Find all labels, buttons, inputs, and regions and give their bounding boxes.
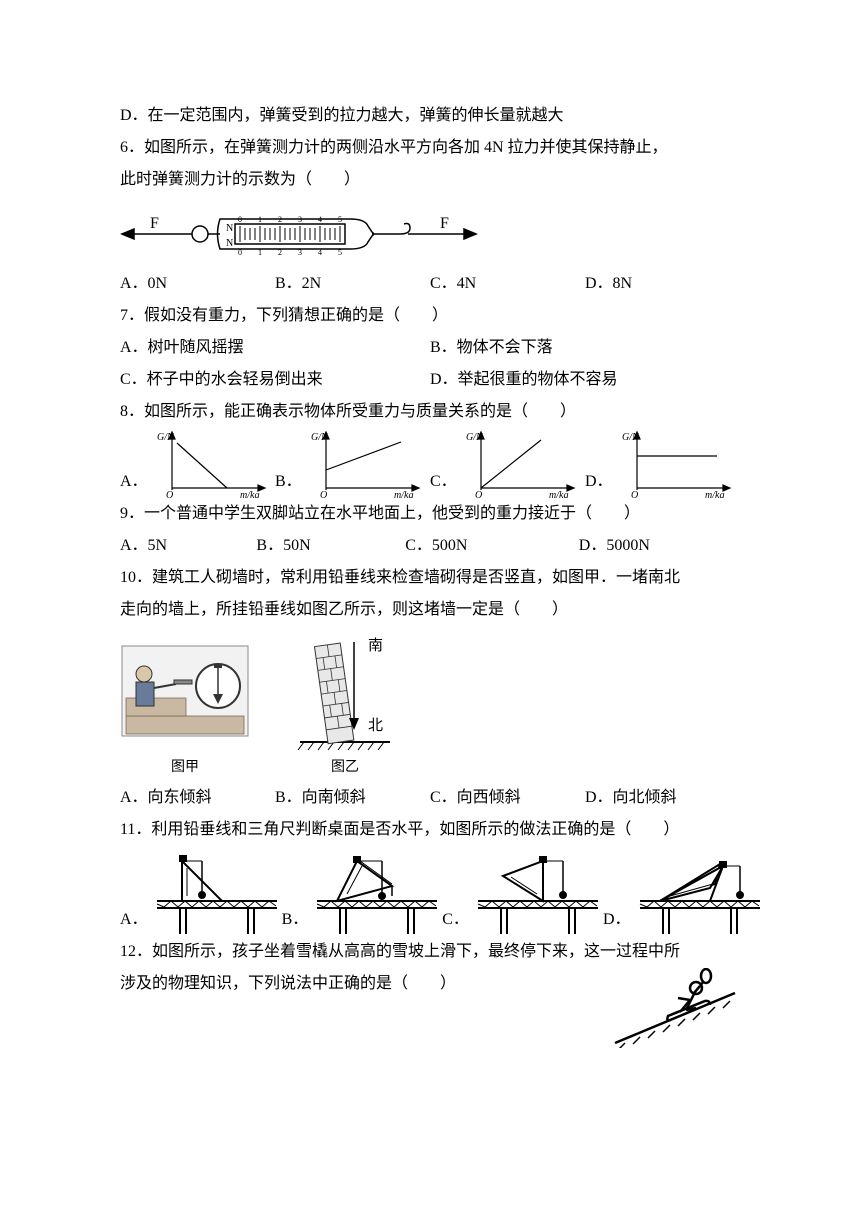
q6-options: A．0N B．2N C．4N D．8N (120, 268, 740, 300)
q7-a: A．树叶随风摇摆 (120, 332, 430, 364)
svg-text:O: O (166, 490, 173, 498)
q6-a: A．0N (120, 268, 275, 300)
q10-cap2: 图乙 (290, 754, 400, 782)
q6-stem-1: 6．如图所示，在弹簧测力计的两侧沿水平方向各加 4N 拉力并使其保持静止， (120, 132, 740, 164)
q8-graph-c: G/N O m/kg (461, 428, 581, 498)
q11-fig-b (312, 846, 442, 936)
q10-c: C．向西倾斜 (430, 782, 585, 814)
svg-text:1: 1 (258, 248, 262, 257)
q8-b-label: B． (275, 466, 302, 498)
svg-text:m/kg: m/kg (549, 490, 568, 498)
q12-row: 涉及的物理知识，下列说法中正确的是（ ） (120, 968, 740, 1048)
q12-figure (610, 968, 740, 1048)
q11-d-label: D． (603, 904, 631, 936)
svg-text:O: O (320, 490, 327, 498)
q7-row2: C．杯子中的水会轻易倒出来 D．举起很重的物体不容易 (120, 364, 740, 396)
q10-stem-1: 10．建筑工人砌墙时，常利用铅垂线来检查墙砌得是否竖直，如图甲．一堵南北 (120, 562, 740, 594)
q8-graphs: A． G/N O m/kg B． G/N (120, 428, 740, 498)
q11-fig-c (473, 846, 603, 936)
q12-stem-2: 涉及的物理知识，下列说法中正确的是（ ） (120, 968, 610, 1048)
svg-text:0: 0 (238, 215, 242, 224)
q6-c: C．4N (430, 268, 585, 300)
svg-text:4: 4 (318, 215, 322, 224)
q12-stem-1: 12．如图所示，孩子坐着雪橇从高高的雪坡上滑下，最终停下来，这一过程中所 (120, 936, 740, 968)
q6-d: D．8N (585, 268, 740, 300)
svg-text:G/N: G/N (157, 432, 175, 443)
q9-d: D．5000N (579, 530, 740, 562)
q10-north: 北 (368, 717, 383, 734)
q8-graph-a: G/N O m/kg (152, 428, 272, 498)
svg-text:5: 5 (338, 248, 342, 257)
q10-cap1: 图甲 (120, 754, 250, 782)
q11-b-label: B． (282, 904, 309, 936)
q10-fig-a: 图甲 (120, 644, 250, 782)
q11-fig-d (635, 846, 765, 936)
q9-b: B．50N (256, 530, 405, 562)
q10-options: A．向东倾斜 B．向南倾斜 C．向西倾斜 D．向北倾斜 (120, 782, 740, 814)
svg-text:m/kg: m/kg (240, 490, 259, 498)
q7-b: B．物体不会下落 (430, 332, 740, 364)
q7-c: C．杯子中的水会轻易倒出来 (120, 364, 430, 396)
spring-scale-figure: F F N N 0 1 2 3 4 5 0 1 2 3 4 5 (120, 204, 740, 264)
svg-text:1: 1 (258, 215, 262, 224)
q10-south: 南 (368, 637, 383, 654)
scale-N-bot: N (226, 238, 233, 249)
svg-text:G/N: G/N (622, 432, 640, 443)
q10-a: A．向东倾斜 (120, 782, 275, 814)
q9-options: A．5N B．50N C．500N D．5000N (120, 530, 740, 562)
q8-a-label: A． (120, 466, 148, 498)
svg-text:O: O (631, 490, 638, 498)
q11-stem: 11．利用铅垂线和三角尺判断桌面是否水平，如图所示的做法正确的是（ ） (120, 814, 740, 846)
q7-stem: 7．假如没有重力，下列猜想正确的是（ ） (120, 300, 740, 332)
q10-fig-b: 南 北 图乙 (290, 634, 400, 782)
scale-N-top: N (226, 223, 233, 234)
q10-stem-2: 走向的墙上，所挂铅垂线如图乙所示，则这堵墙一定是（ ） (120, 594, 740, 626)
svg-text:3: 3 (298, 215, 302, 224)
q7-d: D．举起很重的物体不容易 (430, 364, 740, 396)
q8-graph-b: G/N O m/kg (306, 428, 426, 498)
scale-right-F: F (440, 215, 449, 232)
svg-text:2: 2 (278, 248, 282, 257)
q9-stem: 9．一个普通中学生双脚站立在水平地面上，他受到的重力接近于（ ） (120, 498, 740, 530)
svg-text:4: 4 (318, 248, 322, 257)
svg-text:O: O (475, 490, 482, 498)
exam-page: D．在一定范围内，弹簧受到的拉力越大，弹簧的伸长量就越大 6．如图所示，在弹簧测… (0, 0, 860, 1088)
q10-figures: 图甲 (120, 634, 740, 782)
svg-text:0: 0 (238, 248, 242, 257)
svg-text:3: 3 (298, 248, 302, 257)
q11-a-label: A． (120, 904, 148, 936)
q8-c-label: C． (430, 466, 457, 498)
q11-figures: A． (120, 846, 740, 936)
q8-graph-d: G/N O m/kg (617, 428, 737, 498)
q9-a: A．5N (120, 530, 256, 562)
q11-fig-a (152, 846, 282, 936)
q5-option-d: D．在一定范围内，弹簧受到的拉力越大，弹簧的伸长量就越大 (120, 100, 740, 132)
q11-c-label: C． (442, 904, 469, 936)
q10-d: D．向北倾斜 (585, 782, 740, 814)
svg-text:m/kg: m/kg (394, 490, 413, 498)
svg-text:G/N: G/N (466, 432, 484, 443)
svg-text:5: 5 (338, 215, 342, 224)
svg-text:2: 2 (278, 215, 282, 224)
q6-stem-2: 此时弹簧测力计的示数为（ ） (120, 164, 740, 196)
scale-left-F: F (150, 215, 159, 232)
q6-b: B．2N (275, 268, 430, 300)
q7-row1: A．树叶随风摇摆 B．物体不会下落 (120, 332, 740, 364)
svg-text:m/kg: m/kg (705, 490, 724, 498)
q8-stem: 8．如图所示，能正确表示物体所受重力与质量关系的是（ ） (120, 396, 740, 428)
q8-d-label: D． (585, 466, 613, 498)
q9-c: C．500N (405, 530, 579, 562)
q10-b: B．向南倾斜 (275, 782, 430, 814)
svg-text:G/N: G/N (311, 432, 329, 443)
